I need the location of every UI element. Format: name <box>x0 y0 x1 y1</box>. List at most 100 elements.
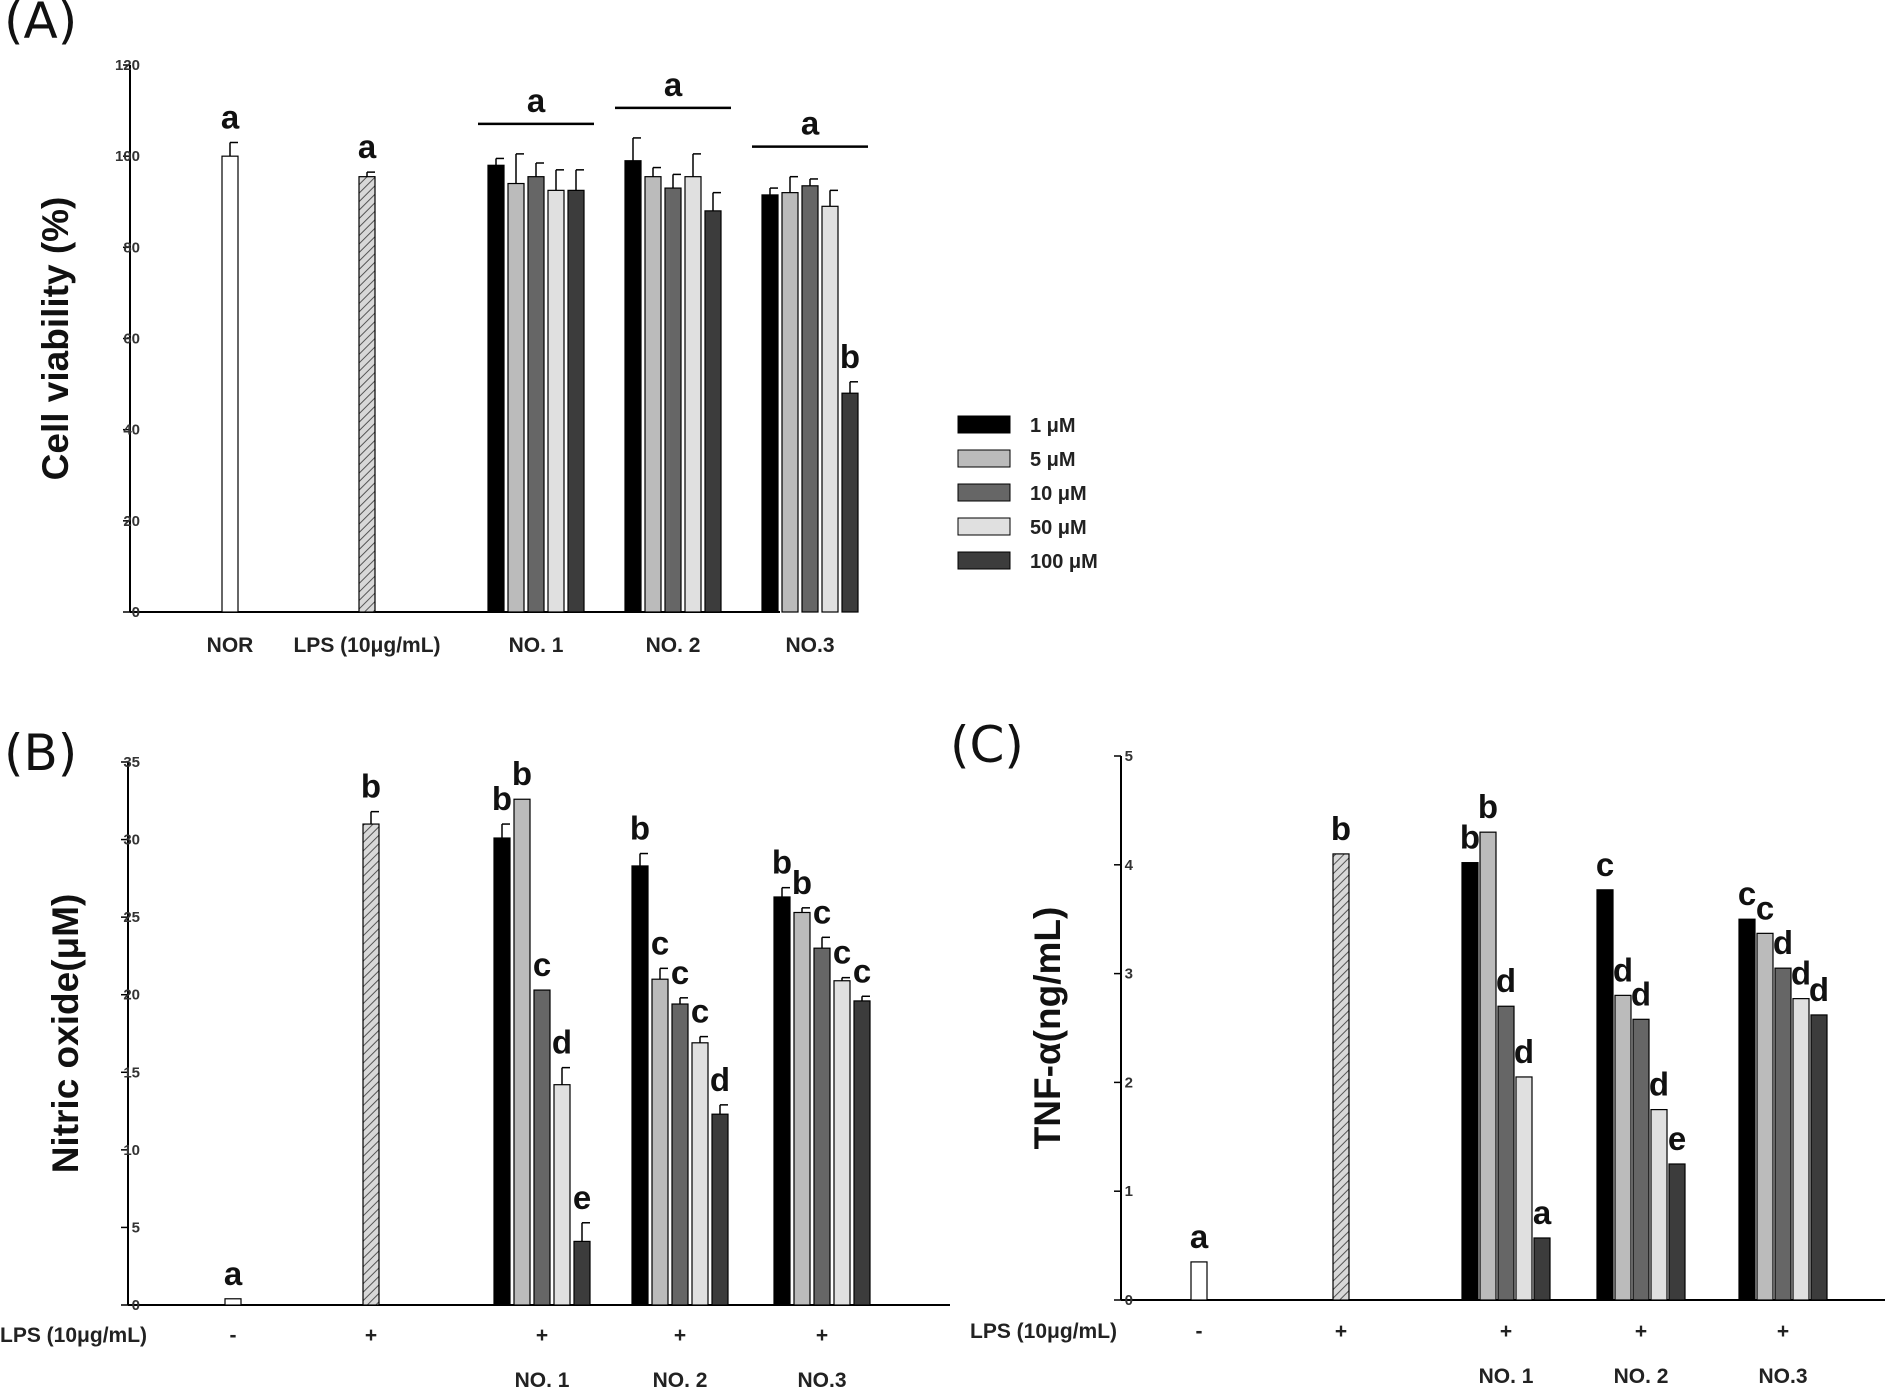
bar <box>1190 1261 1208 1301</box>
significance-label: b <box>492 780 512 817</box>
legend-swatch <box>957 415 1011 434</box>
bar <box>493 837 511 1306</box>
y-tick-label: 60 <box>123 331 140 348</box>
bar <box>644 176 662 613</box>
significance-label: c <box>651 924 669 961</box>
significance-label: d <box>1496 962 1516 999</box>
y-axis-label: Nitric oxide(μM) <box>45 894 86 1174</box>
x-category-label: + <box>365 1324 377 1347</box>
x-subcategory-label: NO.3 <box>797 1369 846 1391</box>
bar <box>664 187 682 613</box>
bar <box>821 205 839 613</box>
y-tick-label: 2 <box>1125 1074 1133 1091</box>
x-subcategory-label: NO. 1 <box>1479 1365 1534 1388</box>
significance-label: c <box>671 954 689 991</box>
bar <box>691 1042 709 1306</box>
bar <box>358 176 376 613</box>
bar <box>773 896 791 1306</box>
x-category-label: - <box>230 1324 237 1347</box>
x-category-label: - <box>1196 1320 1203 1343</box>
bar <box>547 189 565 613</box>
panel-letter-c: (C) <box>950 716 1024 774</box>
bar <box>1774 967 1792 1301</box>
legend-label: 50 μM <box>1030 517 1087 539</box>
significance-label: a <box>221 98 240 135</box>
y-tick-label: 20 <box>123 513 140 530</box>
significance-label: d <box>1809 971 1829 1008</box>
bar <box>221 155 239 613</box>
bar <box>1533 1237 1551 1301</box>
significance-label: c <box>853 952 871 989</box>
bar <box>1810 1014 1828 1301</box>
significance-label: b <box>772 844 792 881</box>
significance-label: b <box>1478 788 1498 825</box>
y-tick-label: 40 <box>123 422 140 439</box>
bar <box>1632 1018 1650 1301</box>
bar <box>631 865 649 1306</box>
significance-label: b <box>840 338 860 375</box>
x-category-label: + <box>816 1324 828 1347</box>
y-tick-label: 0 <box>132 604 140 621</box>
significance-label: d <box>1791 955 1811 992</box>
y-tick-label: 10 <box>123 1142 140 1159</box>
y-tick-label: 15 <box>123 1064 140 1081</box>
y-tick-label: 35 <box>123 754 140 771</box>
chart-cell-viability: 0 20 40 60 80 100 120 Cell viability (%) a NOR a LP… <box>35 57 868 657</box>
significance-label: e <box>1668 1120 1686 1157</box>
significance-label: c <box>1596 846 1614 883</box>
significance-label: d <box>1649 1066 1669 1103</box>
x-category-label: + <box>1335 1320 1347 1343</box>
significance-label: c <box>833 934 851 971</box>
bar <box>1332 853 1350 1301</box>
x-subcategory-label: NO.3 <box>1758 1365 1807 1388</box>
significance-label: b <box>1331 810 1351 847</box>
significance-label: d <box>1613 951 1633 988</box>
bar <box>487 164 505 613</box>
bar <box>793 911 811 1306</box>
bar <box>833 980 851 1306</box>
significance-label: b <box>512 755 532 792</box>
significance-label: a <box>1190 1218 1209 1255</box>
x-category-label: NO. 2 <box>646 634 701 657</box>
bar <box>224 1298 242 1306</box>
bar <box>1515 1076 1533 1301</box>
significance-label: b <box>1460 819 1480 856</box>
x-category-label: + <box>1777 1320 1789 1343</box>
y-tick-label: 80 <box>123 239 140 256</box>
bar <box>853 1000 871 1306</box>
significance-label: b <box>792 864 812 901</box>
bar <box>1756 932 1774 1301</box>
bar <box>704 210 722 613</box>
lps-row-label: LPS (10μg/mL) <box>970 1320 1117 1343</box>
significance-label: a <box>224 1255 243 1292</box>
legend-swatch <box>957 551 1011 570</box>
legend-label: 1 μM <box>1030 415 1076 437</box>
group-significance-label: a <box>801 105 820 142</box>
y-tick-label: 30 <box>123 832 140 849</box>
y-tick-label: 20 <box>123 987 140 1004</box>
bar <box>1461 862 1479 1301</box>
x-subcategory-label: NO. 2 <box>653 1369 708 1391</box>
y-tick-label: 0 <box>1125 1292 1133 1309</box>
significance-label: c <box>813 893 831 930</box>
bar <box>781 192 799 613</box>
bar <box>761 194 779 613</box>
bar <box>1479 831 1497 1301</box>
panel-letter-a: (A) <box>4 0 77 50</box>
bar <box>553 1084 571 1306</box>
legend: 1 μM 5 μM 10 μM 50 μM 100 μM <box>957 415 1098 573</box>
significance-label: d <box>1514 1033 1534 1070</box>
x-category-label: + <box>536 1324 548 1347</box>
bar <box>567 189 585 613</box>
significance-label: c <box>1738 875 1756 912</box>
legend-label: 5 μM <box>1030 449 1076 471</box>
lps-row-label: LPS (10μg/mL) <box>0 1324 147 1347</box>
bar <box>624 160 642 613</box>
y-axis-label: Cell viability (%) <box>35 197 76 481</box>
x-category-label: NOR <box>207 634 254 657</box>
y-axis-label: TNF-α(ng/mL) <box>1027 907 1068 1150</box>
group-significance-label: a <box>527 82 546 119</box>
y-tick-label: 120 <box>115 57 140 74</box>
